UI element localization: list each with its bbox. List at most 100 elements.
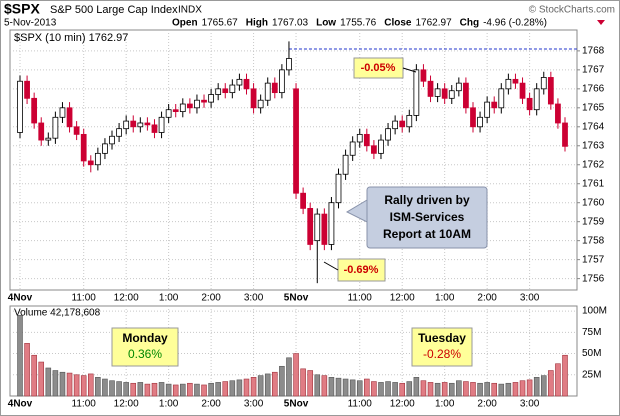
volume-bar	[484, 382, 490, 397]
candle-body	[300, 192, 306, 209]
x-tick-label: 3:00	[244, 293, 264, 304]
quote-label: Low	[316, 18, 336, 29]
candle-body	[547, 77, 554, 105]
volume-bar	[456, 380, 462, 397]
arrow	[402, 67, 417, 73]
volume-bar	[342, 378, 349, 397]
candle-body	[271, 82, 278, 94]
volume-bar	[102, 378, 108, 397]
x-tick-label: 1:00	[435, 399, 455, 410]
candle-body	[470, 107, 476, 128]
volume-bar	[222, 381, 229, 397]
y-tick-label: 1760	[582, 197, 605, 208]
rally-note: ISM-Services	[390, 210, 465, 224]
down-arrow	[597, 20, 605, 25]
volume-bar	[392, 382, 398, 397]
quote-value: 1767.03	[272, 18, 309, 29]
volume-tick-label: 25M	[582, 369, 601, 380]
candle-body	[31, 97, 38, 124]
candle-body	[158, 116, 165, 133]
candle-body	[540, 77, 547, 90]
candle-body	[434, 88, 441, 97]
x-tick-label: 5Nov	[284, 293, 309, 304]
volume-bar	[264, 373, 271, 397]
chart-title: $SPX	[4, 1, 40, 17]
legend: $SPX (10 min) 1762.97	[14, 32, 128, 44]
volume-bar	[88, 373, 94, 397]
candle-body	[413, 69, 420, 116]
candle-body	[307, 207, 314, 245]
candle-body	[512, 78, 519, 84]
candle-body	[130, 120, 137, 128]
y-tick-label: 1756	[582, 273, 605, 284]
y-tick-label: 1758	[582, 235, 605, 246]
candle-body	[427, 80, 434, 97]
volume-bar	[378, 382, 384, 397]
volume-bar	[201, 384, 207, 397]
x-tick-label: 3:00	[244, 399, 264, 410]
volume-bar	[24, 343, 30, 397]
tuesday-label: Tuesday	[418, 331, 466, 345]
volume-bar	[434, 382, 441, 397]
candle-body	[392, 120, 399, 130]
volume-bar	[364, 378, 370, 397]
volume-bar	[441, 382, 448, 397]
candle-body	[109, 135, 115, 145]
quote-label: Chg	[460, 18, 479, 29]
candle-body	[123, 120, 130, 130]
arrow	[345, 199, 368, 223]
candle-body	[356, 133, 363, 143]
candle-body	[314, 213, 321, 242]
quote-value: 1755.76	[340, 18, 377, 29]
watermark: © StockCharts.com	[529, 5, 615, 16]
volume-bar	[491, 382, 497, 397]
rally-note: Report at 10AM	[383, 227, 471, 241]
monday-change: 0.36%	[128, 347, 162, 361]
candle-body	[526, 97, 533, 111]
quote-label: Close	[384, 18, 412, 29]
candle-body	[38, 122, 45, 141]
candle-body	[102, 143, 108, 154]
quote: Open 1765.67 High 1767.03 Low 1755.76 Close 176…	[172, 18, 547, 29]
volume-bar	[116, 381, 122, 397]
volume-bar	[38, 361, 45, 397]
candle-body	[562, 122, 568, 147]
candle-body	[519, 82, 526, 99]
note-box	[111, 327, 179, 367]
volume-bar	[371, 381, 377, 397]
candle-body	[24, 80, 30, 99]
candle-body	[137, 122, 144, 128]
volume-bar	[548, 370, 554, 397]
volume-tick-label: 50M	[582, 348, 601, 359]
volume-bar	[349, 379, 356, 397]
tuesday-change: -0.28%	[423, 347, 461, 361]
volume-bar	[66, 372, 73, 397]
candle-body	[144, 122, 151, 126]
volume-bar	[95, 377, 101, 397]
candle-body	[215, 88, 222, 95]
candle-body	[201, 99, 207, 103]
volume-bar	[321, 375, 328, 397]
x-tick-label: 12:00	[390, 399, 415, 410]
x-tick-label: 4Nov	[8, 293, 33, 304]
volume-bar	[328, 377, 335, 397]
candle-body	[420, 69, 427, 82]
candle-body	[45, 137, 52, 141]
candle-body	[448, 90, 455, 99]
candle-body	[229, 84, 236, 94]
x-tick-label: 4Nov	[8, 399, 33, 410]
volume-bar	[165, 383, 172, 397]
candle-body	[286, 58, 292, 71]
y-tick-label: 1768	[582, 46, 605, 57]
volume-bar	[307, 370, 313, 397]
volume-bar	[180, 383, 186, 397]
quote-label: High	[246, 18, 268, 29]
candle-body	[17, 80, 23, 133]
candle-body	[52, 116, 59, 139]
x-tick-label: 3:00	[520, 399, 540, 410]
candle-body	[385, 128, 391, 141]
x-tick-label: 2:00	[201, 399, 221, 410]
volume-bar	[187, 382, 193, 397]
volume-bar	[109, 380, 115, 397]
